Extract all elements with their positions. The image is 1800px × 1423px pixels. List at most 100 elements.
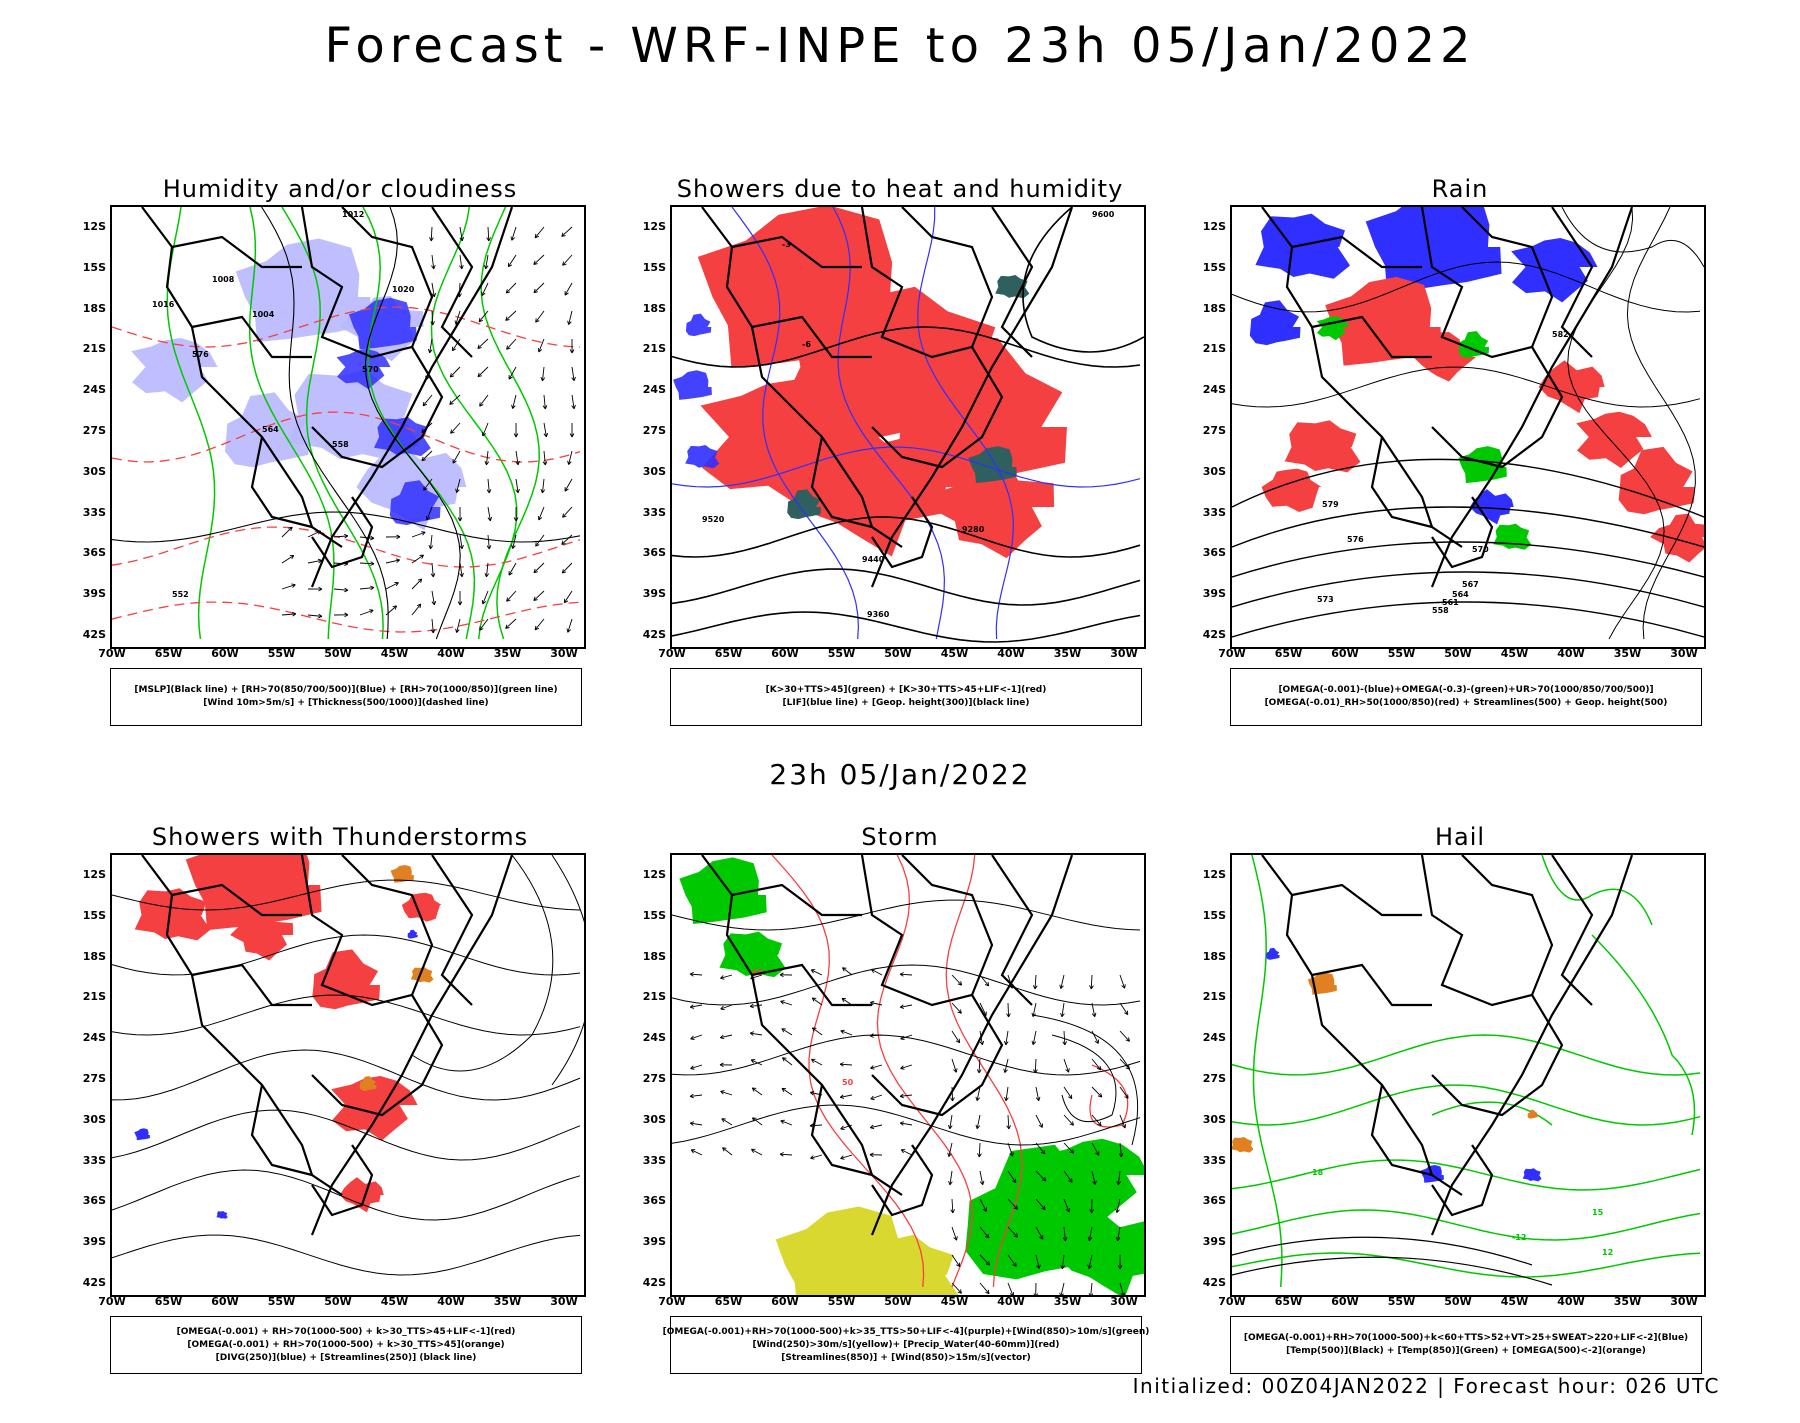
lat-tick-label: 21S: [1186, 342, 1226, 355]
thunderstorm-area-patch: [340, 1177, 384, 1212]
legend-line: [OMEGA(-0.001) + RH>70(1000-500) + k>30_…: [177, 1326, 516, 1339]
border-line: [812, 1085, 872, 1175]
legend-line: [OMEGA(-0.001) + RH>70(1000-500) + k>30_…: [187, 1339, 504, 1352]
temp-850-line-line: [1592, 935, 1695, 1135]
contour-label: 579: [1322, 500, 1339, 509]
wind-vector: [564, 591, 572, 603]
lat-tick-label: 18S: [626, 950, 666, 963]
wind-vector: [562, 563, 572, 573]
lat-tick-label: 30S: [1186, 465, 1226, 478]
lat-tick-label: 30S: [66, 465, 106, 478]
lat-tick-label: 12S: [66, 220, 106, 233]
temp-500-line-line: [1232, 1237, 1532, 1265]
lat-tick-label: 24S: [1186, 383, 1226, 396]
lat-tick-label: 36S: [1186, 1194, 1226, 1207]
lat-tick-label: 36S: [626, 1194, 666, 1207]
lat-tick-label: 42S: [626, 628, 666, 641]
lat-tick-label: 15S: [626, 261, 666, 274]
hail-area-patch: [1523, 1168, 1542, 1181]
lat-tick-label: 18S: [66, 302, 106, 315]
contour-label: 552: [172, 590, 189, 599]
contour-label: 570: [362, 365, 379, 374]
temp-850-line-line: [1232, 1210, 1700, 1240]
lat-tick-label: 30S: [66, 1113, 106, 1126]
lat-tick-label: 42S: [626, 1276, 666, 1289]
border-line: [1372, 437, 1432, 527]
lat-tick-label: 42S: [1186, 628, 1226, 641]
wind-vector: [423, 395, 432, 406]
lat-tick-label: 33S: [1186, 1154, 1226, 1167]
contour-label: 18: [1312, 1168, 1324, 1177]
wind-vector: [506, 311, 516, 320]
border-line: [252, 1085, 312, 1175]
wind-250-area: [776, 1207, 960, 1296]
contour-label: 9360: [867, 610, 890, 619]
panel-title: Storm: [620, 823, 1180, 851]
geop-height-line-line: [1023, 207, 1144, 352]
panel-legend: [OMEGA(-0.001)+RH>70(1000-500)+k>35_TTS>…: [670, 1316, 1142, 1374]
wind-vector: [506, 619, 516, 628]
lat-tick-label: 36S: [626, 546, 666, 559]
lat-tick-label: 12S: [626, 220, 666, 233]
lat-tick-label: 27S: [1186, 1072, 1226, 1085]
legend-line: [MSLP](Black line) + [RH>70(850/700/500)…: [134, 684, 557, 697]
omega-weak-area-patch: [1255, 214, 1350, 279]
lat-tick-label: 42S: [66, 628, 106, 641]
lat-tick-label: 12S: [626, 868, 666, 881]
contour-label: 9520: [702, 515, 725, 524]
divergence-area-patch: [408, 930, 418, 939]
lat-tick-label: 12S: [1186, 868, 1226, 881]
lat-tick-label: 24S: [1186, 1031, 1226, 1044]
wind-vector: [1061, 1283, 1064, 1295]
lat-tick-label: 12S: [1186, 220, 1226, 233]
wind-vector: [1091, 1283, 1092, 1295]
precip-water-line-line: [1090, 1065, 1128, 1127]
contour-label: 1020: [392, 285, 415, 294]
lat-tick-label: 27S: [1186, 424, 1226, 437]
wind-vector: [412, 579, 422, 589]
wind-vector: [282, 527, 292, 537]
thickness-line-line: [112, 602, 580, 632]
border-line: [862, 855, 992, 1005]
lat-tick-label: 24S: [626, 1031, 666, 1044]
border-line: [1422, 855, 1552, 1005]
divergence-area-patch: [216, 1211, 227, 1219]
wind-vector: [412, 604, 421, 615]
footer-info: Initialized: 00Z04JAN2022 | Forecast hou…: [1133, 1374, 1720, 1398]
wind-vector: [431, 227, 432, 241]
omega-weak-area-patch: [1250, 300, 1301, 345]
omega-strong-area-patch: [1493, 524, 1531, 550]
lat-tick-label: 36S: [66, 1194, 106, 1207]
wind-vector: [412, 555, 424, 563]
streamline: [552, 855, 584, 1085]
wind-vector: [563, 255, 572, 265]
lif-area: [673, 314, 719, 469]
lat-tick-label: 36S: [1186, 546, 1226, 559]
contour-label: 576: [192, 350, 209, 359]
wind-vector: [1064, 1031, 1065, 1045]
wind-vector: [535, 619, 544, 630]
lat-tick-label: 33S: [626, 1154, 666, 1167]
hail-area-patch: [1266, 948, 1280, 960]
contour-label: 1008: [212, 275, 235, 284]
wind-vector: [360, 563, 374, 564]
hail-area: [1266, 948, 1542, 1183]
wind-vector: [1008, 1115, 1009, 1129]
lat-tick-label: 39S: [66, 1235, 106, 1248]
legend-line: [OMEGA(-0.001)+RH>70(1000-500)+k>35_TTS>…: [663, 1326, 1150, 1339]
lat-tick-label: 18S: [1186, 302, 1226, 315]
lat-tick-label: 24S: [626, 383, 666, 396]
legend-line: [OMEGA(-0.01)_RH>50(1000/850)(red) + Str…: [1265, 697, 1668, 710]
wind-vector: [450, 367, 460, 377]
lat-tick-label: 24S: [66, 383, 106, 396]
border-line: [1432, 995, 1562, 1115]
lat-tick-label: 12S: [66, 868, 106, 881]
temp-850-line: [1232, 855, 1700, 1287]
contour-label: 1004: [252, 310, 275, 319]
contour-label: 573: [1317, 595, 1334, 604]
